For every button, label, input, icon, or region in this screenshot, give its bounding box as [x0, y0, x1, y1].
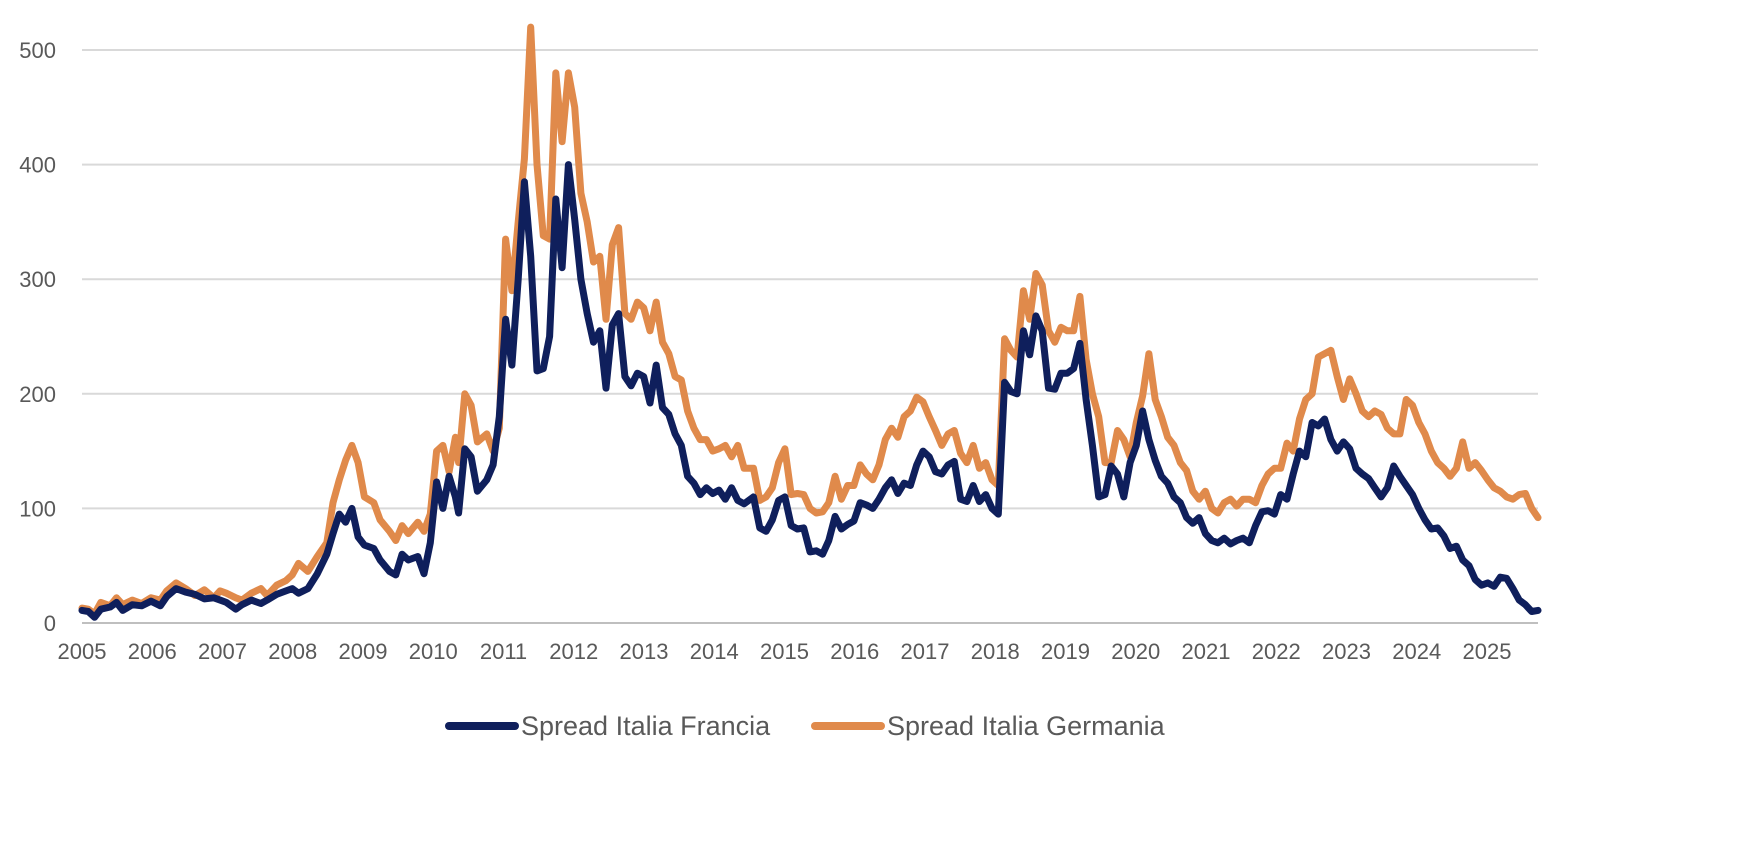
y-tick-label-300: 300: [19, 267, 56, 292]
legend-label-spread-italia-germania: Spread Italia Germania: [887, 711, 1166, 741]
x-tick-label-2009: 2009: [339, 639, 388, 664]
x-tick-label-2023: 2023: [1322, 639, 1371, 664]
legend-item-spread-italia-germania: Spread Italia Germania: [811, 711, 1166, 741]
legend: Spread Italia Francia Spread Italia Germ…: [445, 711, 1166, 741]
x-tick-label-2022: 2022: [1252, 639, 1301, 664]
y-tick-label-100: 100: [19, 496, 56, 521]
y-axis-tick-labels: 0 100 200 300 400 500: [19, 38, 56, 636]
x-tick-label-2024: 2024: [1392, 639, 1441, 664]
x-tick-label-2013: 2013: [620, 639, 669, 664]
x-tick-label-2006: 2006: [128, 639, 177, 664]
y-tick-label-200: 200: [19, 382, 56, 407]
y-tick-label-400: 400: [19, 153, 56, 178]
y-tick-label-500: 500: [19, 38, 56, 63]
x-tick-label-2012: 2012: [549, 639, 598, 664]
y-tick-label-0: 0: [44, 611, 56, 636]
x-axis-tick-labels: 2005 2006 2007 2008 2009 2010 2011 2012 2013 2014…: [58, 639, 1512, 664]
series-lines: [78, 23, 1542, 621]
x-tick-label-2017: 2017: [901, 639, 950, 664]
x-tick-label-2007: 2007: [198, 639, 247, 664]
x-tick-label-2016: 2016: [830, 639, 879, 664]
legend-label-spread-italia-francia: Spread Italia Francia: [521, 711, 771, 741]
grid-lines: [82, 49, 1538, 510]
legend-item-spread-italia-francia: Spread Italia Francia: [445, 711, 771, 741]
series-line-spread-italia-francia: [78, 161, 1542, 621]
x-tick-label-2021: 2021: [1182, 639, 1231, 664]
x-tick-label-2020: 2020: [1111, 639, 1160, 664]
x-tick-label-2018: 2018: [971, 639, 1020, 664]
x-tick-label-2008: 2008: [268, 639, 317, 664]
x-tick-label-2019: 2019: [1041, 639, 1090, 664]
x-tick-label-2015: 2015: [760, 639, 809, 664]
x-tick-label-2014: 2014: [690, 639, 739, 664]
x-tick-label-2025: 2025: [1463, 639, 1512, 664]
x-tick-label-2005: 2005: [58, 639, 107, 664]
series-line-spread-italia-germania: [78, 23, 1542, 618]
x-tick-label-2011: 2011: [480, 639, 527, 664]
x-tick-label-2010: 2010: [409, 639, 458, 664]
